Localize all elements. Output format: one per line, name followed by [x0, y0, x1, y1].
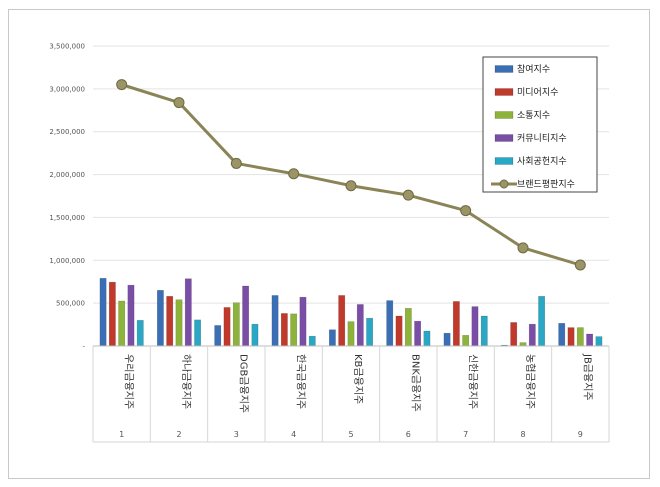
bar-5	[423, 330, 431, 347]
category-number-label: 3	[234, 430, 239, 439]
category-number-label: 6	[406, 430, 411, 439]
bar-5	[366, 317, 374, 347]
bar-5	[538, 296, 546, 347]
category-number-label: 5	[348, 430, 353, 439]
bar-1	[157, 290, 164, 347]
bar-1	[99, 278, 107, 347]
line-point	[116, 79, 128, 91]
bar-4	[414, 320, 422, 347]
y-tick-label: 1,500,000	[49, 214, 85, 222]
bar-1	[443, 332, 451, 347]
bar-4	[471, 306, 479, 347]
line-point	[288, 168, 300, 180]
legend-label: 참여지수	[517, 63, 550, 75]
bar-1	[558, 323, 566, 347]
bar-3	[347, 321, 355, 347]
bar-3	[462, 335, 470, 347]
y-axis-ticks: - 500,000 1,000,000 1,500,000 2,000,000 2,500…	[49, 43, 85, 351]
line-point	[574, 259, 586, 271]
legend-swatch	[494, 88, 514, 96]
brand-index-line	[116, 79, 586, 271]
bar-4	[184, 278, 192, 347]
bar-3	[290, 313, 298, 347]
category-number-label: 7	[463, 430, 468, 439]
bar-2	[452, 301, 460, 347]
legend-marker	[499, 179, 509, 189]
y-tick-label: 2,000,000	[49, 171, 85, 179]
bar-2	[338, 295, 346, 347]
y-tick-label: 500,000	[56, 300, 85, 308]
y-tick-label: 3,500,000	[49, 43, 85, 51]
bars	[99, 278, 603, 347]
legend-label: 미디어지수	[517, 87, 558, 98]
bar-4	[356, 304, 364, 347]
bar-2	[166, 296, 174, 347]
x-axis: 우리금융지주 1 하나금융지주 2 DGB금융지주 3 한국금융지주 4 KB금융지주 5 BNK금…	[92, 345, 610, 443]
legend-box	[482, 56, 598, 193]
bar-5	[251, 323, 259, 347]
bar-3	[404, 308, 412, 347]
bar-2	[223, 307, 231, 347]
category-number-label: 1	[119, 430, 124, 439]
category-name-label: 한국금융지주	[295, 354, 307, 409]
bar-3	[519, 342, 527, 347]
category-number-label: 9	[578, 430, 583, 439]
bar-2	[108, 281, 116, 347]
category-name-label: BNK금융지주	[409, 354, 421, 412]
bar-4	[299, 296, 307, 347]
bar-4	[528, 323, 536, 347]
bar-1	[329, 329, 336, 347]
bar-5	[595, 336, 603, 347]
bar-4	[586, 333, 594, 347]
category-name-label: 신한금융지주	[467, 354, 479, 409]
line-point	[517, 242, 529, 254]
line-point	[402, 189, 414, 201]
legend-swatch	[494, 111, 514, 119]
category-name-label: 우리금융지주	[123, 354, 135, 409]
category-name-label: 농협금융지주	[524, 354, 537, 409]
bar-3	[232, 302, 240, 347]
legend-label: 소통지수	[517, 110, 550, 121]
legend-swatch	[494, 134, 514, 142]
bar-1	[386, 300, 394, 347]
bar-4	[242, 285, 250, 347]
bar-5	[136, 320, 144, 347]
category-name-label: 하나금융지주	[180, 354, 193, 409]
category-name-label: JB금융지주	[581, 353, 593, 401]
category-name-label: DGB금융지주	[237, 354, 249, 413]
line-point	[460, 205, 472, 217]
bar-3	[175, 299, 183, 347]
bar-2	[280, 313, 288, 347]
bar-5	[194, 319, 201, 347]
y-tick-label: 3,000,000	[49, 85, 85, 93]
bar-5	[480, 315, 488, 347]
category-number-label: 4	[291, 430, 296, 439]
legend-label: 사회공헌지수	[517, 156, 567, 167]
legend-swatch	[494, 157, 514, 165]
category-number-label: 2	[176, 430, 181, 439]
line-point	[230, 157, 242, 169]
bar-2	[395, 315, 403, 347]
bar-3	[576, 327, 584, 347]
bar-3	[118, 300, 126, 347]
bar-4	[127, 284, 135, 347]
legend-label: 커뮤니티지수	[517, 133, 567, 144]
y-tick-label: 2,500,000	[49, 128, 85, 136]
category-name-label: KB금융지주	[352, 354, 364, 404]
bar-1	[214, 325, 222, 347]
legend-swatch	[494, 65, 514, 73]
bar-2	[510, 322, 518, 347]
line-point	[345, 180, 357, 192]
line-point	[173, 97, 185, 109]
y-tick-label: -	[82, 343, 85, 351]
bar-2	[567, 327, 575, 347]
y-tick-label: 1,000,000	[49, 257, 85, 265]
category-number-label: 8	[520, 430, 525, 439]
bar-1	[271, 295, 279, 347]
bar-5	[308, 335, 316, 347]
legend-label: 브랜드평판지수	[517, 179, 575, 190]
